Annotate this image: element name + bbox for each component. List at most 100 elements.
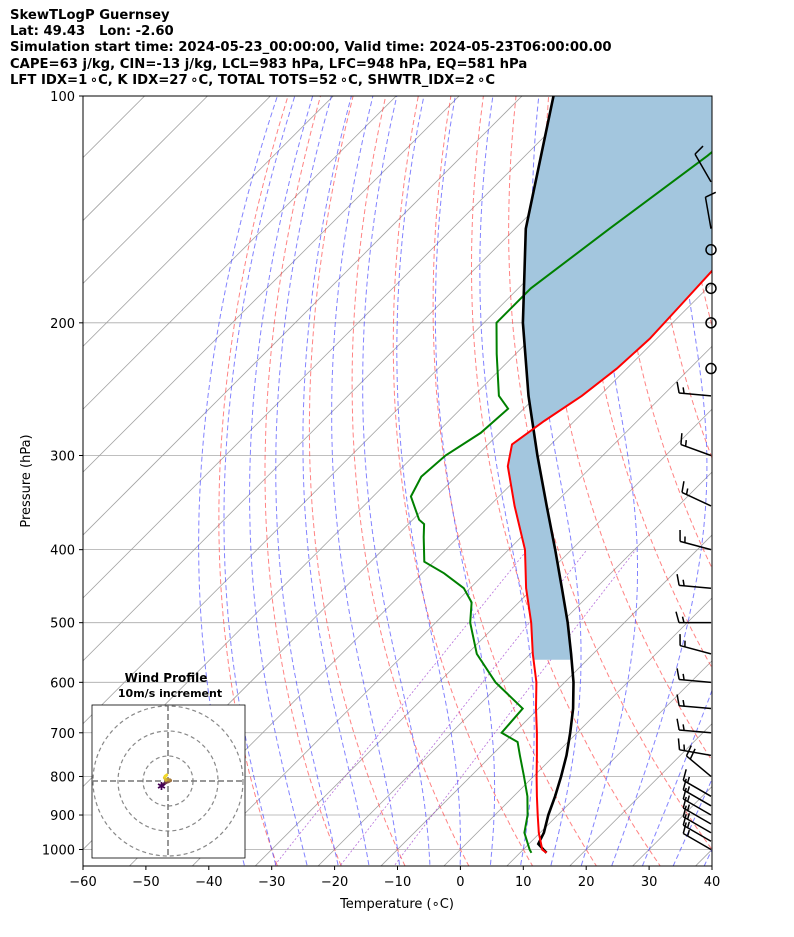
x-tick-label: −20 [321,875,348,890]
barb-flag [682,787,687,800]
parcel-line [521,96,575,854]
barb-flag [689,748,696,760]
wind-barb [682,769,712,797]
cape-fill-layer [507,96,712,660]
chart-title-line-3: Simulation start time: 2024-05-23_00:00:… [10,40,612,55]
barb-shaft [679,704,712,710]
moist-adiabat-line [362,96,431,866]
x-tick-label: 0 [456,875,464,890]
barb-flag [694,145,704,155]
wind-barb [676,718,712,734]
barb-shaft [679,749,712,757]
barb-half-flag [684,440,688,447]
barb-half-flag [682,579,685,586]
wind-barb [704,191,717,229]
y-tick-label: 900 [50,809,75,824]
dry-adiabat-line [742,62,794,881]
barb-half-flag [682,387,685,394]
chart-title-line-5: LFT IDX=1 ∘C, K IDX=27 ∘C, TOTAL TOTS=52… [10,73,496,88]
temperature-line [506,269,712,854]
isotherm-line [83,96,271,284]
x-tick-label: −10 [384,875,411,890]
wind-barb [676,694,712,710]
barb-flag [676,694,680,706]
barb-flag [682,796,687,809]
barb-half-flag [686,776,691,784]
barb-flag [677,738,681,750]
hodograph-trace-segment [163,773,169,778]
mixing-ratio-line [273,549,528,866]
x-tick-label: −50 [132,875,159,890]
dry-adiabat-line [773,62,794,881]
moist-adiabat-line [396,96,461,866]
barb-shaft [682,816,712,834]
barb-flag [682,769,687,781]
chart-title-line-2: Lat: 49.43 Lon: -2.60 [10,24,174,39]
isotherm-line [254,408,712,866]
moist-adiabat-line [641,688,712,866]
dry-adiabat-line [264,96,342,866]
barb-flag [705,191,717,198]
wind-barb [679,529,712,551]
wind-barb [705,362,717,375]
barb-shaft [682,798,712,816]
barb-shaft [686,755,712,778]
calm-wind-circle [705,317,717,329]
isotherm-line [83,96,209,222]
isotherm-line [83,96,460,473]
isotherm-line [443,597,712,866]
y-tick-label: 300 [50,450,75,465]
calm-wind-circle [705,282,717,295]
isotherm-line [83,96,334,347]
dry-adiabat-line [508,96,712,851]
barb-flag [682,822,687,834]
barb-shaft [682,807,712,825]
y-tick-label: 800 [50,770,75,785]
wind-barb [676,668,712,684]
barb-shaft [680,443,712,457]
dry-adiabat-line [218,96,289,866]
barb-half-flag [682,699,685,707]
hodograph-subtitle: 10m/s increment [118,687,222,700]
profile-lines-layer [409,96,712,854]
dry-adiabat-line [432,96,598,866]
wind-barb [682,813,712,842]
barb-flag [682,813,687,826]
chart-title-line-4: CAPE=63 j/kg, CIN=-13 j/kg, LCL=983 hPa,… [10,57,528,72]
wind-barb [694,145,712,183]
barb-shaft [694,153,712,183]
hodograph-surface-marker: ✱ [157,780,166,793]
barb-flag [676,381,680,394]
y-axis-label: Pressure (hPa) [19,434,34,527]
barb-half-flag [681,616,685,623]
cape-area-fill [507,96,712,660]
barb-flag [682,778,687,790]
barb-shaft [679,584,712,589]
barb-shaft [679,678,712,684]
y-tick-label: 500 [50,617,75,632]
wind-barb [685,745,712,778]
barb-half-flag [686,829,691,837]
y-tick-label: 700 [50,727,75,742]
calm-wind-circle [705,362,717,375]
mixing-ratio-line [393,549,637,866]
isotherm-line [744,62,794,881]
dewpoint-line [409,150,712,854]
barb-shaft [679,729,712,734]
dry-adiabat-line [612,96,712,570]
barb-flag [681,481,685,493]
dry-adiabat-line [470,96,661,866]
dry-adiabat-line [308,96,406,866]
barb-flag [676,718,680,731]
barb-shaft [681,491,712,507]
wind-barb [676,574,712,589]
y-tick-label: 200 [50,317,75,332]
wind-barb [705,244,717,256]
x-tick-label: −60 [69,875,96,890]
barb-shaft [679,644,712,655]
wind-barb [682,778,712,807]
moist-adiabat-line [479,96,535,866]
wind-barb [705,317,717,329]
moist-adiabat-line [580,96,638,866]
